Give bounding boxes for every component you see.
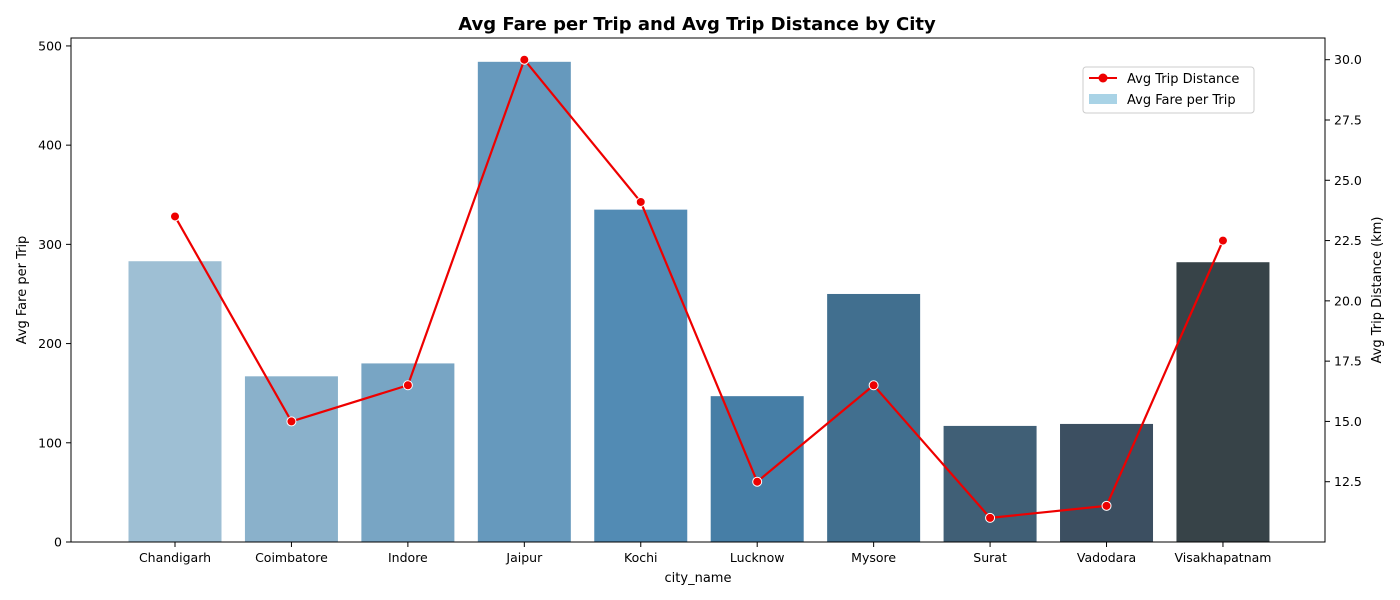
x-tick-label-visakhapatnam: Visakhapatnam	[1174, 550, 1271, 565]
y-axis-label: Avg Fare per Trip	[15, 236, 30, 345]
y2-tick-label: 22.5	[1334, 233, 1362, 248]
legend-bar-swatch	[1089, 94, 1117, 104]
legend-label-avg-fare-per-trip: Avg Fare per Trip	[1127, 93, 1236, 108]
y2-tick-label: 20.0	[1334, 293, 1362, 308]
x-tick-label-mysore: Mysore	[851, 550, 896, 565]
legend: Avg Trip Distance Avg Fare per Trip	[1082, 66, 1255, 114]
bar-surat	[943, 425, 1037, 542]
right-y-axis: 12.5 15.0 17.5 20.0 22.5 25.0 27.5 30.0	[1325, 52, 1362, 489]
x-tick-label-lucknow: Lucknow	[730, 550, 785, 565]
plot-frame	[70, 37, 1326, 543]
distance-point-coimbatore	[286, 416, 297, 427]
x-tick-label-kochi: Kochi	[624, 550, 658, 565]
y-tick-label: 500	[38, 38, 62, 53]
y-tick-label: 0	[54, 535, 62, 550]
y-tick-label: 200	[38, 336, 62, 351]
distance-point-surat	[985, 512, 996, 523]
x-tick-label-vadodara: Vadodara	[1077, 550, 1136, 565]
bar-mysore	[827, 293, 921, 542]
bars-layer	[128, 61, 1270, 542]
y-tick-label: 100	[38, 435, 62, 450]
legend-label-avg-trip-distance: Avg Trip Distance	[1127, 72, 1239, 87]
bar-indore	[361, 363, 455, 542]
bar-kochi	[594, 209, 688, 542]
line-layer	[170, 54, 1228, 523]
y2-tick-label: 17.5	[1334, 354, 1362, 369]
left-y-axis: 0 100 200 300 400 500	[38, 38, 71, 550]
distance-point-kochi	[635, 196, 646, 207]
distance-point-visakhapatnam	[1217, 235, 1228, 246]
y2-axis-label: Avg Trip Distance (km)	[1370, 217, 1385, 364]
bar-lucknow	[710, 396, 804, 542]
y-tick-label: 300	[38, 237, 62, 252]
x-tick-label-chandigarh: Chandigarh	[139, 550, 211, 565]
distance-point-lucknow	[752, 476, 763, 487]
distance-point-mysore	[868, 380, 879, 391]
bar-chandigarh	[128, 261, 222, 542]
legend-line-marker	[1098, 73, 1108, 83]
distance-point-indore	[402, 380, 413, 391]
y2-tick-label: 30.0	[1334, 52, 1362, 67]
x-tick-label-indore: Indore	[388, 550, 428, 565]
bar-coimbatore	[244, 376, 338, 542]
bar-vadodara	[1060, 423, 1154, 542]
bar-jaipur	[477, 61, 571, 542]
distance-point-chandigarh	[170, 211, 180, 222]
chart-title: Avg Fare per Trip and Avg Trip Distance …	[458, 14, 936, 35]
y2-tick-label: 27.5	[1334, 112, 1362, 127]
bar-visakhapatnam	[1176, 262, 1270, 542]
x-tick-label-surat: Surat	[973, 550, 1007, 565]
x-tick-label-coimbatore: Coimbatore	[255, 550, 328, 565]
y2-tick-label: 25.0	[1334, 173, 1362, 188]
x-tick-label-jaipur: Jaipur	[505, 550, 543, 565]
distance-point-vadodara	[1101, 500, 1112, 511]
y2-tick-label: 12.5	[1334, 474, 1362, 489]
y2-tick-label: 15.0	[1334, 414, 1362, 429]
legend-box	[1082, 66, 1255, 114]
x-axis-label: city_name	[665, 571, 732, 586]
avg-trip-distance-line	[174, 58, 1224, 519]
x-axis: Chandigarh Coimbatore Indore Jaipur Kochi Luc…	[139, 542, 1271, 565]
distance-point-jaipur	[519, 54, 530, 65]
y-tick-label: 400	[38, 138, 62, 153]
